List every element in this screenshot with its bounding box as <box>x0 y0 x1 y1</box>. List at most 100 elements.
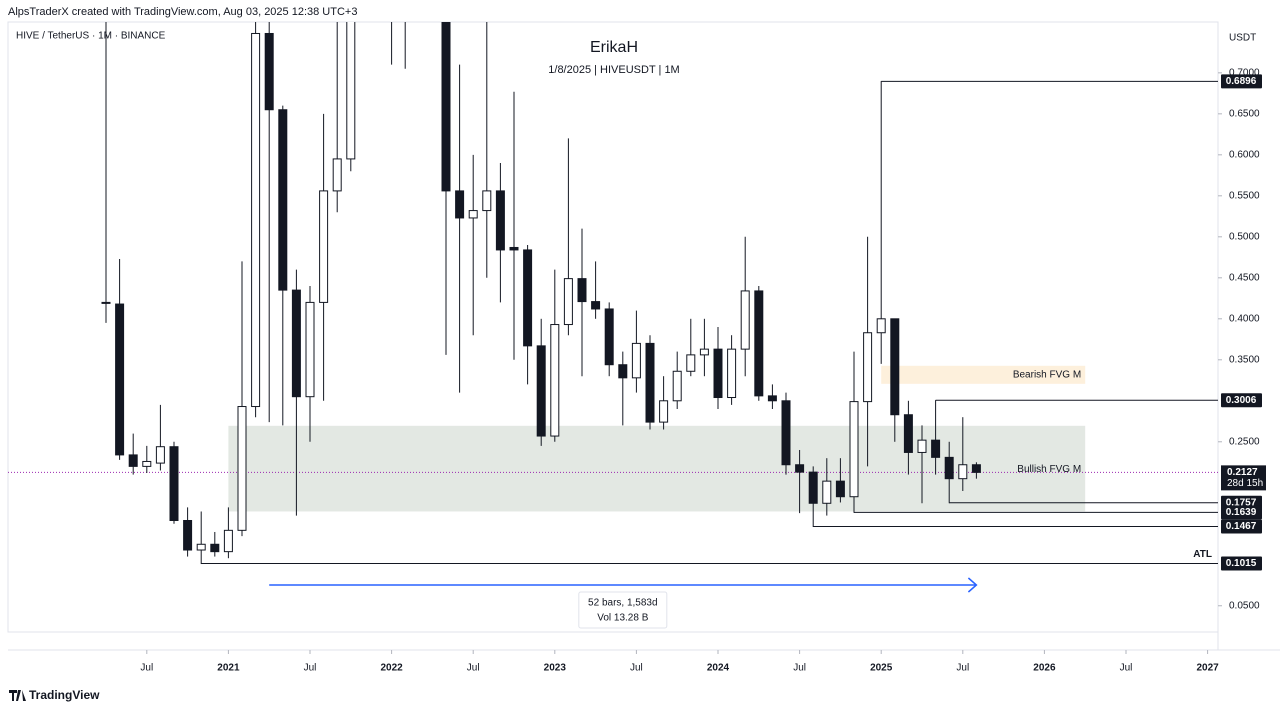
candle-body <box>155 446 165 464</box>
y-tick-label: 0.0500 <box>1229 600 1260 611</box>
price-badge-label: 0.1467 <box>1226 521 1257 532</box>
candle-body <box>876 318 886 334</box>
y-tick-label: 0.4500 <box>1229 272 1260 283</box>
candle-body <box>849 401 859 498</box>
x-tick-label: 2023 <box>544 663 567 674</box>
candle-body <box>495 190 505 251</box>
x-tick-label: Jul <box>467 663 480 674</box>
candle-body <box>645 342 655 423</box>
candle-body <box>672 370 682 402</box>
y-tick-label: 0.4000 <box>1229 313 1260 324</box>
y-tick-label: 0.6000 <box>1229 149 1260 160</box>
price-badge-label: 0.2127 <box>1227 467 1258 478</box>
chart-subtitle: 1/8/2025 | HIVEUSDT | 1M <box>548 64 679 76</box>
candle-body <box>971 464 981 473</box>
candle-body <box>455 190 465 219</box>
x-tick-label: Jul <box>956 663 969 674</box>
x-tick-label: 2021 <box>217 663 240 674</box>
candle-body <box>237 406 247 531</box>
currency: USDT <box>1229 33 1256 44</box>
candle-body <box>523 249 533 347</box>
candle-body <box>142 460 152 467</box>
candle-body <box>659 400 669 423</box>
candle-body <box>727 348 737 399</box>
fvg-zone <box>881 365 1086 384</box>
candle-body <box>101 301 111 304</box>
author: AlpsTraderX created with TradingView.com… <box>8 6 357 18</box>
measure-text: 52 bars, 1,583d <box>588 598 658 609</box>
candle-body <box>278 109 288 291</box>
zone-label: Bullish FVG M <box>1017 464 1081 475</box>
y-tick-label: 0.6500 <box>1229 108 1260 119</box>
candle-body <box>740 290 750 350</box>
candle-body <box>169 446 179 521</box>
candle-body <box>251 32 261 408</box>
candle-body <box>903 414 913 453</box>
candle-body <box>767 395 777 402</box>
symbol: HIVE / TetherUS · 1M · BINANCE <box>16 31 166 42</box>
candle-body <box>944 456 954 480</box>
x-tick-label: 2025 <box>870 663 893 674</box>
candle-body <box>223 529 233 553</box>
logo <box>9 690 26 701</box>
candle-body <box>822 480 832 504</box>
candle-body <box>686 354 696 372</box>
candle-body <box>795 464 805 473</box>
candle-body <box>863 332 873 403</box>
candle-body <box>128 454 138 467</box>
x-tick-label: Jul <box>630 663 643 674</box>
candle-body <box>604 308 614 366</box>
candle-body <box>563 278 573 326</box>
x-tick-label: 2024 <box>707 663 730 674</box>
price-badge <box>1221 519 1262 534</box>
candle-body <box>291 289 301 398</box>
candle-body <box>917 439 927 453</box>
candle-body <box>713 348 723 399</box>
candle-body <box>509 246 519 251</box>
candle-body <box>183 519 193 551</box>
candle-body <box>754 290 764 397</box>
candle-body <box>196 543 206 551</box>
zone-label: Bearish FVG M <box>1013 369 1081 380</box>
price-badge <box>1221 505 1262 520</box>
price-badge <box>1221 465 1266 491</box>
candle-body <box>631 342 641 379</box>
price-badge-label: 0.3006 <box>1226 395 1257 406</box>
candle-body <box>115 303 125 456</box>
candle-body <box>699 348 709 356</box>
candle-body <box>958 464 968 480</box>
candle-body <box>210 543 220 553</box>
price-badge-label: 0.1015 <box>1226 558 1257 569</box>
x-tick-label: Jul <box>793 663 806 674</box>
x-tick-label: 2027 <box>1196 663 1219 674</box>
price-badge <box>1221 74 1262 89</box>
candle-body <box>319 190 329 303</box>
x-tick-label: Jul <box>140 663 153 674</box>
candle-body <box>835 480 845 498</box>
price-badge-label: 0.1757 <box>1226 497 1257 508</box>
candle-body <box>890 318 900 416</box>
y-tick-label: 0.5500 <box>1229 190 1260 201</box>
candle-body <box>618 364 628 379</box>
candle-body <box>482 190 492 212</box>
y-tick-label: 0.3500 <box>1229 354 1260 365</box>
chart-title: ErikaH <box>590 39 638 56</box>
x-tick-label: Jul <box>304 663 317 674</box>
candle-body <box>346 22 356 160</box>
candle-body <box>468 210 478 219</box>
candle-body <box>305 301 315 398</box>
countdown: 28d 15h <box>1227 478 1263 489</box>
price-badge-label: 0.1639 <box>1226 507 1257 518</box>
measure-arrow <box>967 577 978 593</box>
y-tick-label: 0.7000 <box>1229 67 1260 78</box>
price-badge <box>1221 556 1262 571</box>
price-badge <box>1221 393 1262 408</box>
candle-body <box>591 301 601 310</box>
candle-body <box>332 158 342 192</box>
candle-body <box>808 471 818 504</box>
candle-body <box>441 22 451 192</box>
measure-box <box>578 591 668 629</box>
candle-body <box>931 439 941 458</box>
price-badge-label: 0.6896 <box>1226 76 1257 87</box>
